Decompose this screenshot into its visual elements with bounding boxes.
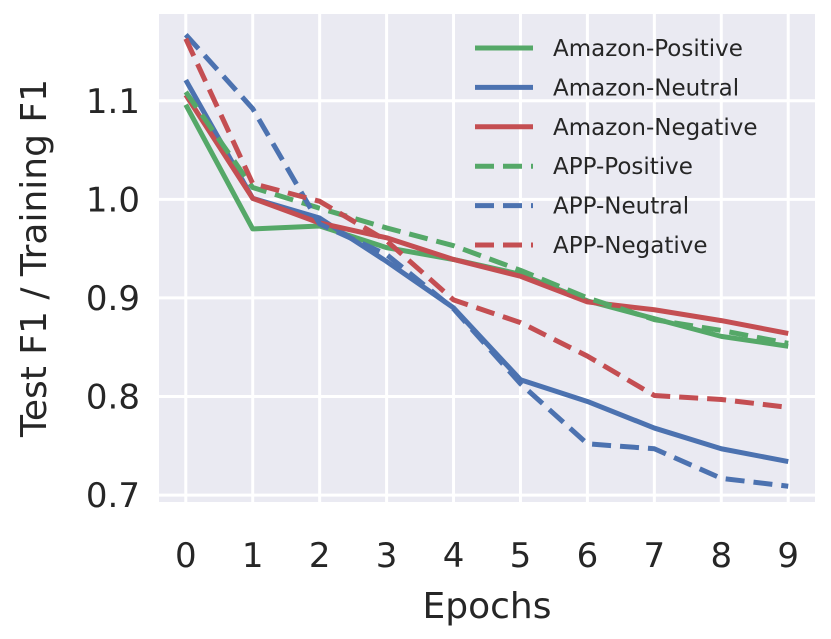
x-tick-label: 0 bbox=[175, 536, 197, 576]
x-tick-label: 8 bbox=[710, 536, 732, 576]
legend: Amazon-Positive Amazon-Neutral Amazon-Nega… bbox=[475, 36, 757, 259]
y-axis-label: Test F1 / Training F1 bbox=[14, 79, 55, 438]
legend-label: APP-Positive bbox=[553, 154, 693, 180]
x-tick-label: 6 bbox=[577, 536, 599, 576]
series-line-app-positive bbox=[183, 90, 789, 346]
y-tick-label: 0.8 bbox=[86, 378, 140, 418]
x-tick-label: 3 bbox=[376, 536, 398, 576]
x-tick-label: 9 bbox=[777, 536, 799, 576]
series-line-app-neutral bbox=[183, 33, 789, 489]
plot-area bbox=[159, 14, 815, 502]
y-tick-label: 0.9 bbox=[86, 279, 140, 319]
series-line-app-negative bbox=[183, 37, 789, 410]
x-tick-labels: 0 1 2 3 4 5 6 7 8 9 bbox=[175, 536, 799, 576]
x-tick-label: 4 bbox=[443, 536, 465, 576]
y-tick-labels: 0.7 0.8 0.9 1.0 1.1 bbox=[86, 82, 140, 516]
y-tick-label: 1.1 bbox=[86, 82, 140, 122]
legend-label: Amazon-Negative bbox=[553, 115, 757, 141]
legend-label: APP-Negative bbox=[553, 233, 708, 259]
x-axis-label: Epochs bbox=[423, 586, 552, 627]
x-tick-label: 7 bbox=[644, 536, 666, 576]
x-tick-label: 1 bbox=[242, 536, 264, 576]
legend-label: Amazon-Neutral bbox=[553, 75, 739, 101]
y-tick-label: 0.7 bbox=[86, 476, 140, 516]
legend-label: Amazon-Positive bbox=[553, 36, 743, 62]
x-tick-label: 5 bbox=[510, 536, 532, 576]
grid-lines bbox=[159, 14, 815, 502]
series-line-amazon-negative bbox=[183, 93, 789, 336]
legend-label: APP-Neutral bbox=[553, 194, 689, 220]
series-lines bbox=[183, 33, 789, 489]
y-tick-label: 1.0 bbox=[86, 180, 140, 220]
x-tick-label: 2 bbox=[309, 536, 331, 576]
